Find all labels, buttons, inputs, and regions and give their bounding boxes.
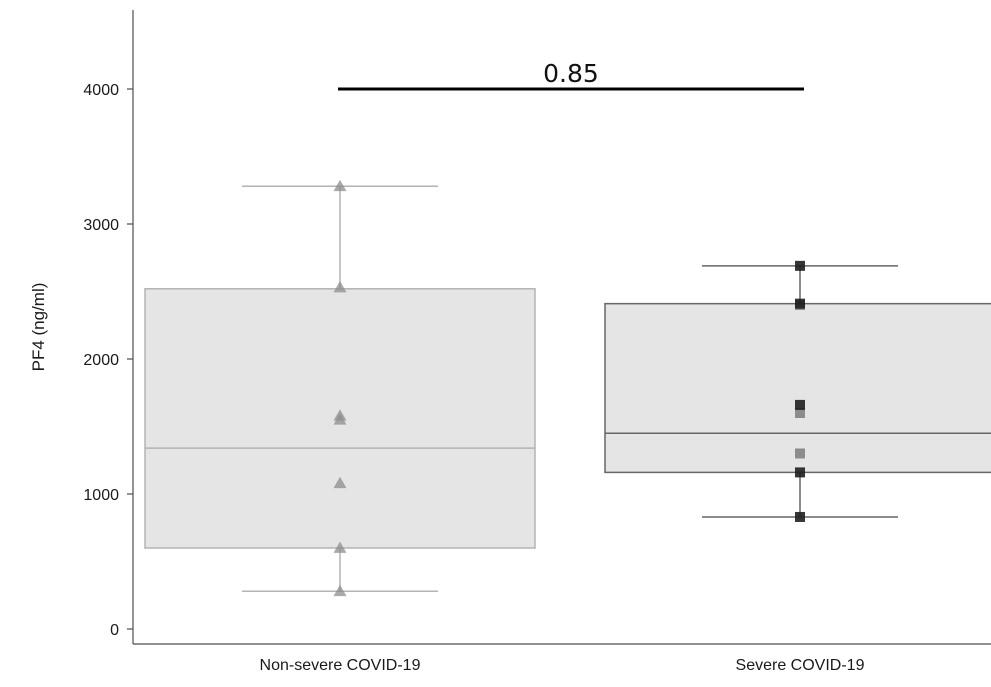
data-point-square bbox=[795, 511, 805, 522]
y-tick-label: 4000 bbox=[83, 82, 119, 99]
data-point-square bbox=[795, 298, 805, 309]
y-tick-label: 3000 bbox=[83, 217, 119, 234]
data-point-triangle bbox=[333, 584, 347, 597]
axes: 0 1000 2000 3000 4000 PF4 (ng/ml) Non-severe C… bbox=[29, 10, 991, 674]
annotations: 0.85 bbox=[338, 59, 804, 91]
box-group bbox=[604, 265, 991, 518]
data-point-triangle bbox=[333, 541, 347, 553]
data-point-triangle bbox=[333, 179, 347, 192]
data-point-square bbox=[795, 448, 805, 459]
data-point-triangle bbox=[333, 409, 347, 421]
data-point-triangle bbox=[333, 476, 347, 489]
data-point-triangle bbox=[333, 280, 347, 293]
box-group bbox=[144, 185, 536, 592]
y-tick-label: 2000 bbox=[83, 352, 119, 369]
x-category-label: Non-severe COVID-19 bbox=[260, 657, 421, 674]
y-tick-label: 0 bbox=[110, 622, 119, 639]
data-point-square bbox=[795, 260, 805, 271]
y-axis-title: PF4 (ng/ml) bbox=[29, 283, 48, 372]
p-value-label: 0.85 bbox=[543, 59, 599, 88]
iqr-box bbox=[604, 302, 991, 474]
data-points bbox=[333, 179, 805, 597]
data-point-square bbox=[795, 399, 805, 410]
y-tick-label: 1000 bbox=[83, 487, 119, 504]
box-plots bbox=[144, 185, 991, 592]
x-category-label: Severe COVID-19 bbox=[736, 657, 865, 674]
data-point-square bbox=[795, 467, 805, 478]
data-point-square bbox=[795, 408, 805, 418]
